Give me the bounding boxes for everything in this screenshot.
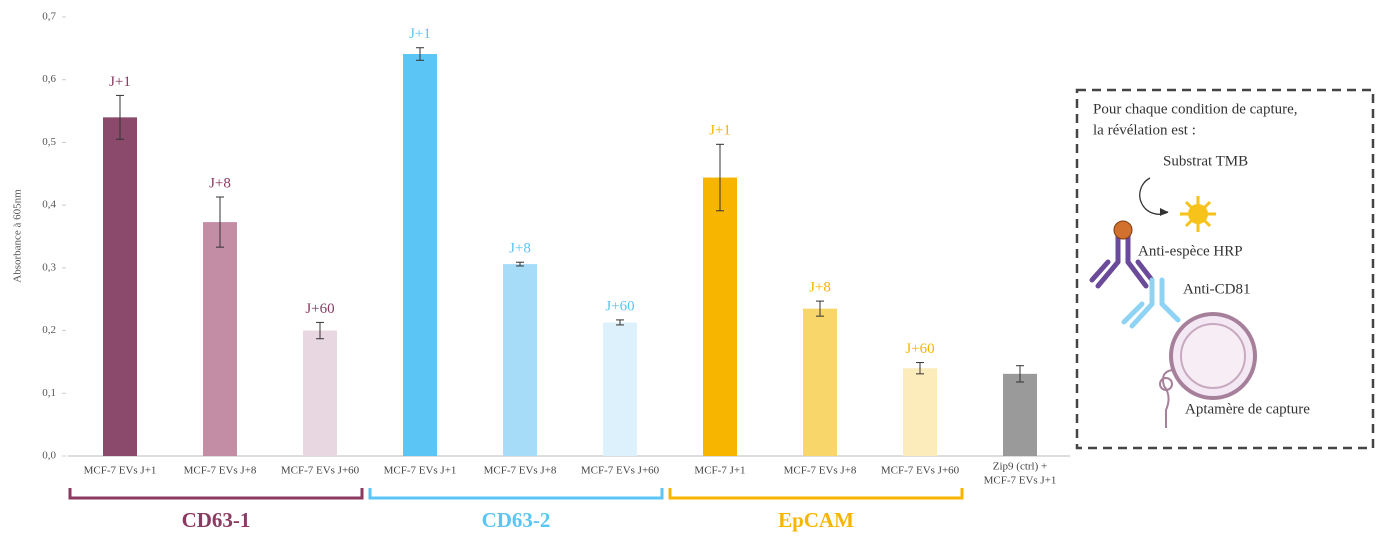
- bar: [203, 222, 237, 456]
- bar: [303, 330, 337, 456]
- legend-box: [1075, 88, 1375, 450]
- y-tick-label: 0,6: [42, 73, 56, 85]
- bar-label: J+1: [409, 26, 431, 42]
- x-tick-label: MCF-7 EVs J+8: [784, 465, 857, 477]
- x-tick-label: MCF-7 EVs J+1: [984, 475, 1057, 487]
- bar: [603, 322, 637, 456]
- group-bracket: [68, 488, 364, 500]
- bar: [1003, 373, 1037, 456]
- x-tick-label: MCF-7 J+1: [694, 465, 745, 477]
- y-tick-label: 0,3: [42, 261, 56, 273]
- box-line: la révélation est :: [1093, 122, 1196, 138]
- group-bracket: [368, 488, 664, 500]
- group-label: CD63-2: [482, 508, 551, 532]
- y-tick-label: 0,5: [42, 136, 56, 148]
- x-tick-label: MCF-7 EVs J+60: [281, 465, 360, 477]
- y-tick-label: 0,4: [42, 199, 56, 211]
- x-tick-label: MCF-7 EVs J+60: [581, 465, 660, 477]
- bar-label: J+1: [109, 74, 131, 90]
- bar: [803, 308, 837, 456]
- y-tick-label: 0,1: [42, 387, 56, 399]
- bar-label: J+8: [509, 241, 531, 257]
- bar: [103, 117, 137, 456]
- x-tick-label: MCF-7 EVs J+60: [881, 465, 960, 477]
- bar: [403, 54, 437, 456]
- x-tick-label: MCF-7 EVs J+8: [484, 465, 557, 477]
- box-line: Pour chaque condition de capture,: [1093, 101, 1298, 117]
- y-tick-label: 0,7: [42, 11, 56, 23]
- group-bracket: [668, 488, 964, 500]
- box-label: Aptamère de capture: [1185, 401, 1310, 417]
- group-label: EpCAM: [778, 508, 854, 532]
- x-tick-label: Zip9 (ctrl) +: [993, 461, 1047, 473]
- bar-label: J+8: [209, 175, 231, 191]
- bar-label: J+8: [809, 280, 831, 296]
- y-axis-label: Absorbance à 605nm: [12, 189, 24, 283]
- box-label: Anti-espèce HRP: [1138, 243, 1243, 259]
- box-label: Substrat TMB: [1163, 153, 1248, 169]
- y-tick-label: 0,0: [42, 450, 56, 462]
- bar-label: J+60: [305, 301, 334, 317]
- x-tick-label: MCF-7 EVs J+1: [84, 465, 157, 477]
- group-label: CD63-1: [182, 508, 251, 532]
- y-tick-label: 0,2: [42, 324, 56, 336]
- diagram: [1089, 177, 1257, 428]
- box-label: Anti-CD81: [1183, 281, 1251, 297]
- bar: [703, 177, 737, 456]
- bar-label: J+1: [709, 123, 731, 139]
- bar: [903, 368, 937, 456]
- x-tick-label: MCF-7 EVs J+1: [384, 465, 457, 477]
- bar-label: J+60: [905, 341, 934, 357]
- bar-label: J+60: [605, 298, 634, 314]
- x-tick-label: MCF-7 EVs J+8: [184, 465, 257, 477]
- bar: [503, 264, 537, 456]
